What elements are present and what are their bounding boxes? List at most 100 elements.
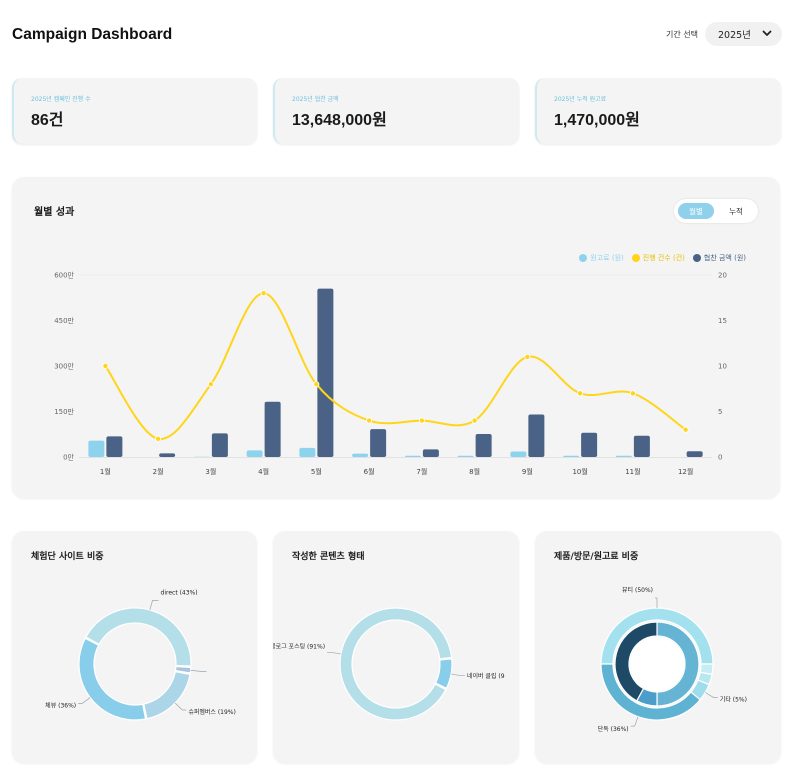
bar-fee bbox=[299, 447, 316, 457]
monthly-combo-chart: 0만 150만 300만 450만 600만 0 5 10 15 20 1월 2월 3월 4월 5월 6월 7월… bbox=[54, 271, 727, 477]
y-right-tick-label: 0 bbox=[718, 454, 722, 462]
y-right-tick-label: 20 bbox=[718, 272, 727, 280]
legend-item-sponsorship[interactable]: 협찬 금액 (원) bbox=[692, 253, 746, 263]
leader-line bbox=[705, 692, 718, 698]
bar-fee bbox=[510, 451, 527, 457]
bar-fee bbox=[615, 455, 632, 457]
y-left-tick-label: 600만 bbox=[54, 271, 74, 280]
legend-label: 원고료 (원) bbox=[590, 254, 624, 262]
y-left-tick-label: 300만 bbox=[54, 362, 74, 371]
line-point bbox=[260, 290, 267, 297]
stat-value: 86건 bbox=[31, 112, 64, 129]
line-point bbox=[471, 417, 478, 424]
leader-line bbox=[190, 669, 207, 672]
site-share-donut: direct (43%) 슈퍼멤버스 (19%) 체뷰 (36%) bbox=[45, 589, 236, 721]
bar-sponsorship bbox=[317, 288, 334, 457]
bar-sponsorship bbox=[106, 436, 123, 457]
y-right-tick-label: 15 bbox=[718, 317, 727, 325]
line-count-series bbox=[104, 292, 687, 440]
product-share-donut: 뷰티 (50%) 기타 (5%) 단독 (36%) bbox=[598, 586, 747, 733]
stat-card-campaign-count: 2025년 캠페인 진행 수 86건 bbox=[12, 78, 257, 144]
legend-item-fee[interactable]: 원고료 (원) bbox=[579, 253, 624, 263]
bar-fee bbox=[563, 455, 580, 457]
legend-label: 진행 건수 (건) bbox=[642, 254, 685, 262]
year-select-value: 2025년 bbox=[718, 30, 751, 41]
legend-dot bbox=[631, 254, 640, 262]
leader-line bbox=[630, 716, 639, 727]
y-left-tick-label: 0만 bbox=[63, 453, 74, 462]
toggle-cumulative[interactable]: 누적 bbox=[729, 206, 743, 216]
slice-label: direct (43%) bbox=[161, 589, 198, 596]
toggle-monthly[interactable]: 월별 bbox=[678, 203, 714, 219]
line-point bbox=[102, 362, 109, 369]
slice-label: 네이버 클립 (9 bbox=[467, 672, 505, 680]
stat-card-sponsorship: 2025년 협찬 금액 13,648,000원 bbox=[273, 78, 519, 144]
monthly-performance-panel: 월별 성과 월별 누적 원고료 (원) 진행 건수 (건) 협찬 금액 (원) … bbox=[12, 177, 780, 498]
slice-label: 체뷰 (36%) bbox=[45, 702, 76, 710]
chart-legend: 원고료 (원) 진행 건수 (건) 협찬 금액 (원) bbox=[579, 253, 746, 263]
header: Campaign Dashboard 기간 선택 2025년 bbox=[12, 16, 782, 52]
x-tick-label: 8월 bbox=[469, 467, 480, 476]
product-share-panel: 제품/방문/원고료 비중 뷰티 (50%) 기타 (5%) 단독 (36%) bbox=[535, 531, 781, 763]
bar-sponsorship bbox=[211, 433, 228, 457]
legend-label: 협찬 금액 (원) bbox=[703, 254, 746, 262]
bar-sponsorship bbox=[422, 449, 439, 457]
y-left-tick-label: 150만 bbox=[54, 407, 74, 416]
x-tick-label: 7월 bbox=[416, 467, 427, 476]
legend-item-count[interactable]: 진행 건수 (건) bbox=[631, 253, 685, 263]
slice-label: 블로그 포스팅 (91%) bbox=[273, 643, 325, 650]
donut-hole bbox=[630, 637, 684, 691]
page-title: Campaign Dashboard bbox=[12, 26, 173, 43]
line-point bbox=[682, 426, 689, 433]
monthly-title: 월별 성과 bbox=[34, 207, 75, 218]
stat-card-manuscript-fee: 2025년 누적 원고료 1,470,000원 bbox=[535, 78, 781, 144]
x-tick-label: 10월 bbox=[572, 467, 587, 476]
x-tick-label: 12월 bbox=[678, 467, 693, 476]
slice-label: 슈퍼멤버스 (19%) bbox=[188, 708, 236, 716]
line-point bbox=[524, 353, 531, 360]
leader-line bbox=[451, 673, 465, 677]
x-tick-label: 4월 bbox=[258, 467, 269, 476]
bar-sponsorship bbox=[686, 451, 703, 457]
leader-line bbox=[149, 600, 159, 611]
slice-label: 단독 (36%) bbox=[598, 725, 629, 733]
bar-fee bbox=[88, 440, 105, 457]
site-share-title: 체험단 사이트 비중 bbox=[31, 552, 104, 562]
line-point bbox=[207, 381, 214, 388]
slice-label: 뷰티 (50%) bbox=[622, 586, 653, 594]
line-point bbox=[577, 390, 584, 397]
year-select[interactable]: 2025년 bbox=[705, 22, 782, 46]
bar-sponsorship bbox=[633, 435, 650, 457]
x-tick-label: 11월 bbox=[625, 467, 640, 476]
view-toggle: 월별 누적 bbox=[674, 199, 758, 223]
bar-fee bbox=[352, 453, 369, 457]
chevron-down-icon bbox=[762, 30, 772, 36]
content-type-title: 작성한 콘텐츠 형태 bbox=[292, 552, 365, 562]
x-tick-label: 3월 bbox=[205, 467, 216, 476]
content-slice bbox=[339, 607, 453, 721]
content-slice bbox=[434, 658, 453, 690]
y-right-tick-label: 10 bbox=[718, 363, 727, 371]
site-slice bbox=[78, 637, 147, 721]
y-right-tick-label: 5 bbox=[718, 408, 722, 416]
leader-line bbox=[655, 597, 658, 608]
x-tick-label: 5월 bbox=[311, 467, 322, 476]
product-outer-slice bbox=[600, 663, 701, 721]
product-inner-slice bbox=[656, 621, 700, 707]
site-share-panel: 체험단 사이트 비중 direct (43%) 슈퍼멤버스 (19%) 체뷰 (36… bbox=[12, 531, 257, 763]
x-tick-label: 2월 bbox=[153, 467, 164, 476]
leader-line bbox=[174, 702, 187, 711]
leader-line bbox=[78, 697, 91, 704]
product-share-title: 제품/방문/원고료 비중 bbox=[554, 552, 639, 562]
y-left-tick-label: 450만 bbox=[54, 316, 74, 325]
line-point bbox=[629, 390, 636, 397]
x-tick-label: 9월 bbox=[522, 467, 533, 476]
bar-fee bbox=[404, 455, 421, 457]
stat-value: 13,648,000원 bbox=[292, 112, 387, 129]
site-slice bbox=[174, 665, 192, 674]
bar-sponsorship bbox=[475, 433, 492, 457]
bar-sponsorship bbox=[159, 453, 176, 457]
legend-dot bbox=[579, 254, 588, 262]
site-slice bbox=[143, 670, 191, 720]
product-inner-slice bbox=[614, 621, 658, 702]
